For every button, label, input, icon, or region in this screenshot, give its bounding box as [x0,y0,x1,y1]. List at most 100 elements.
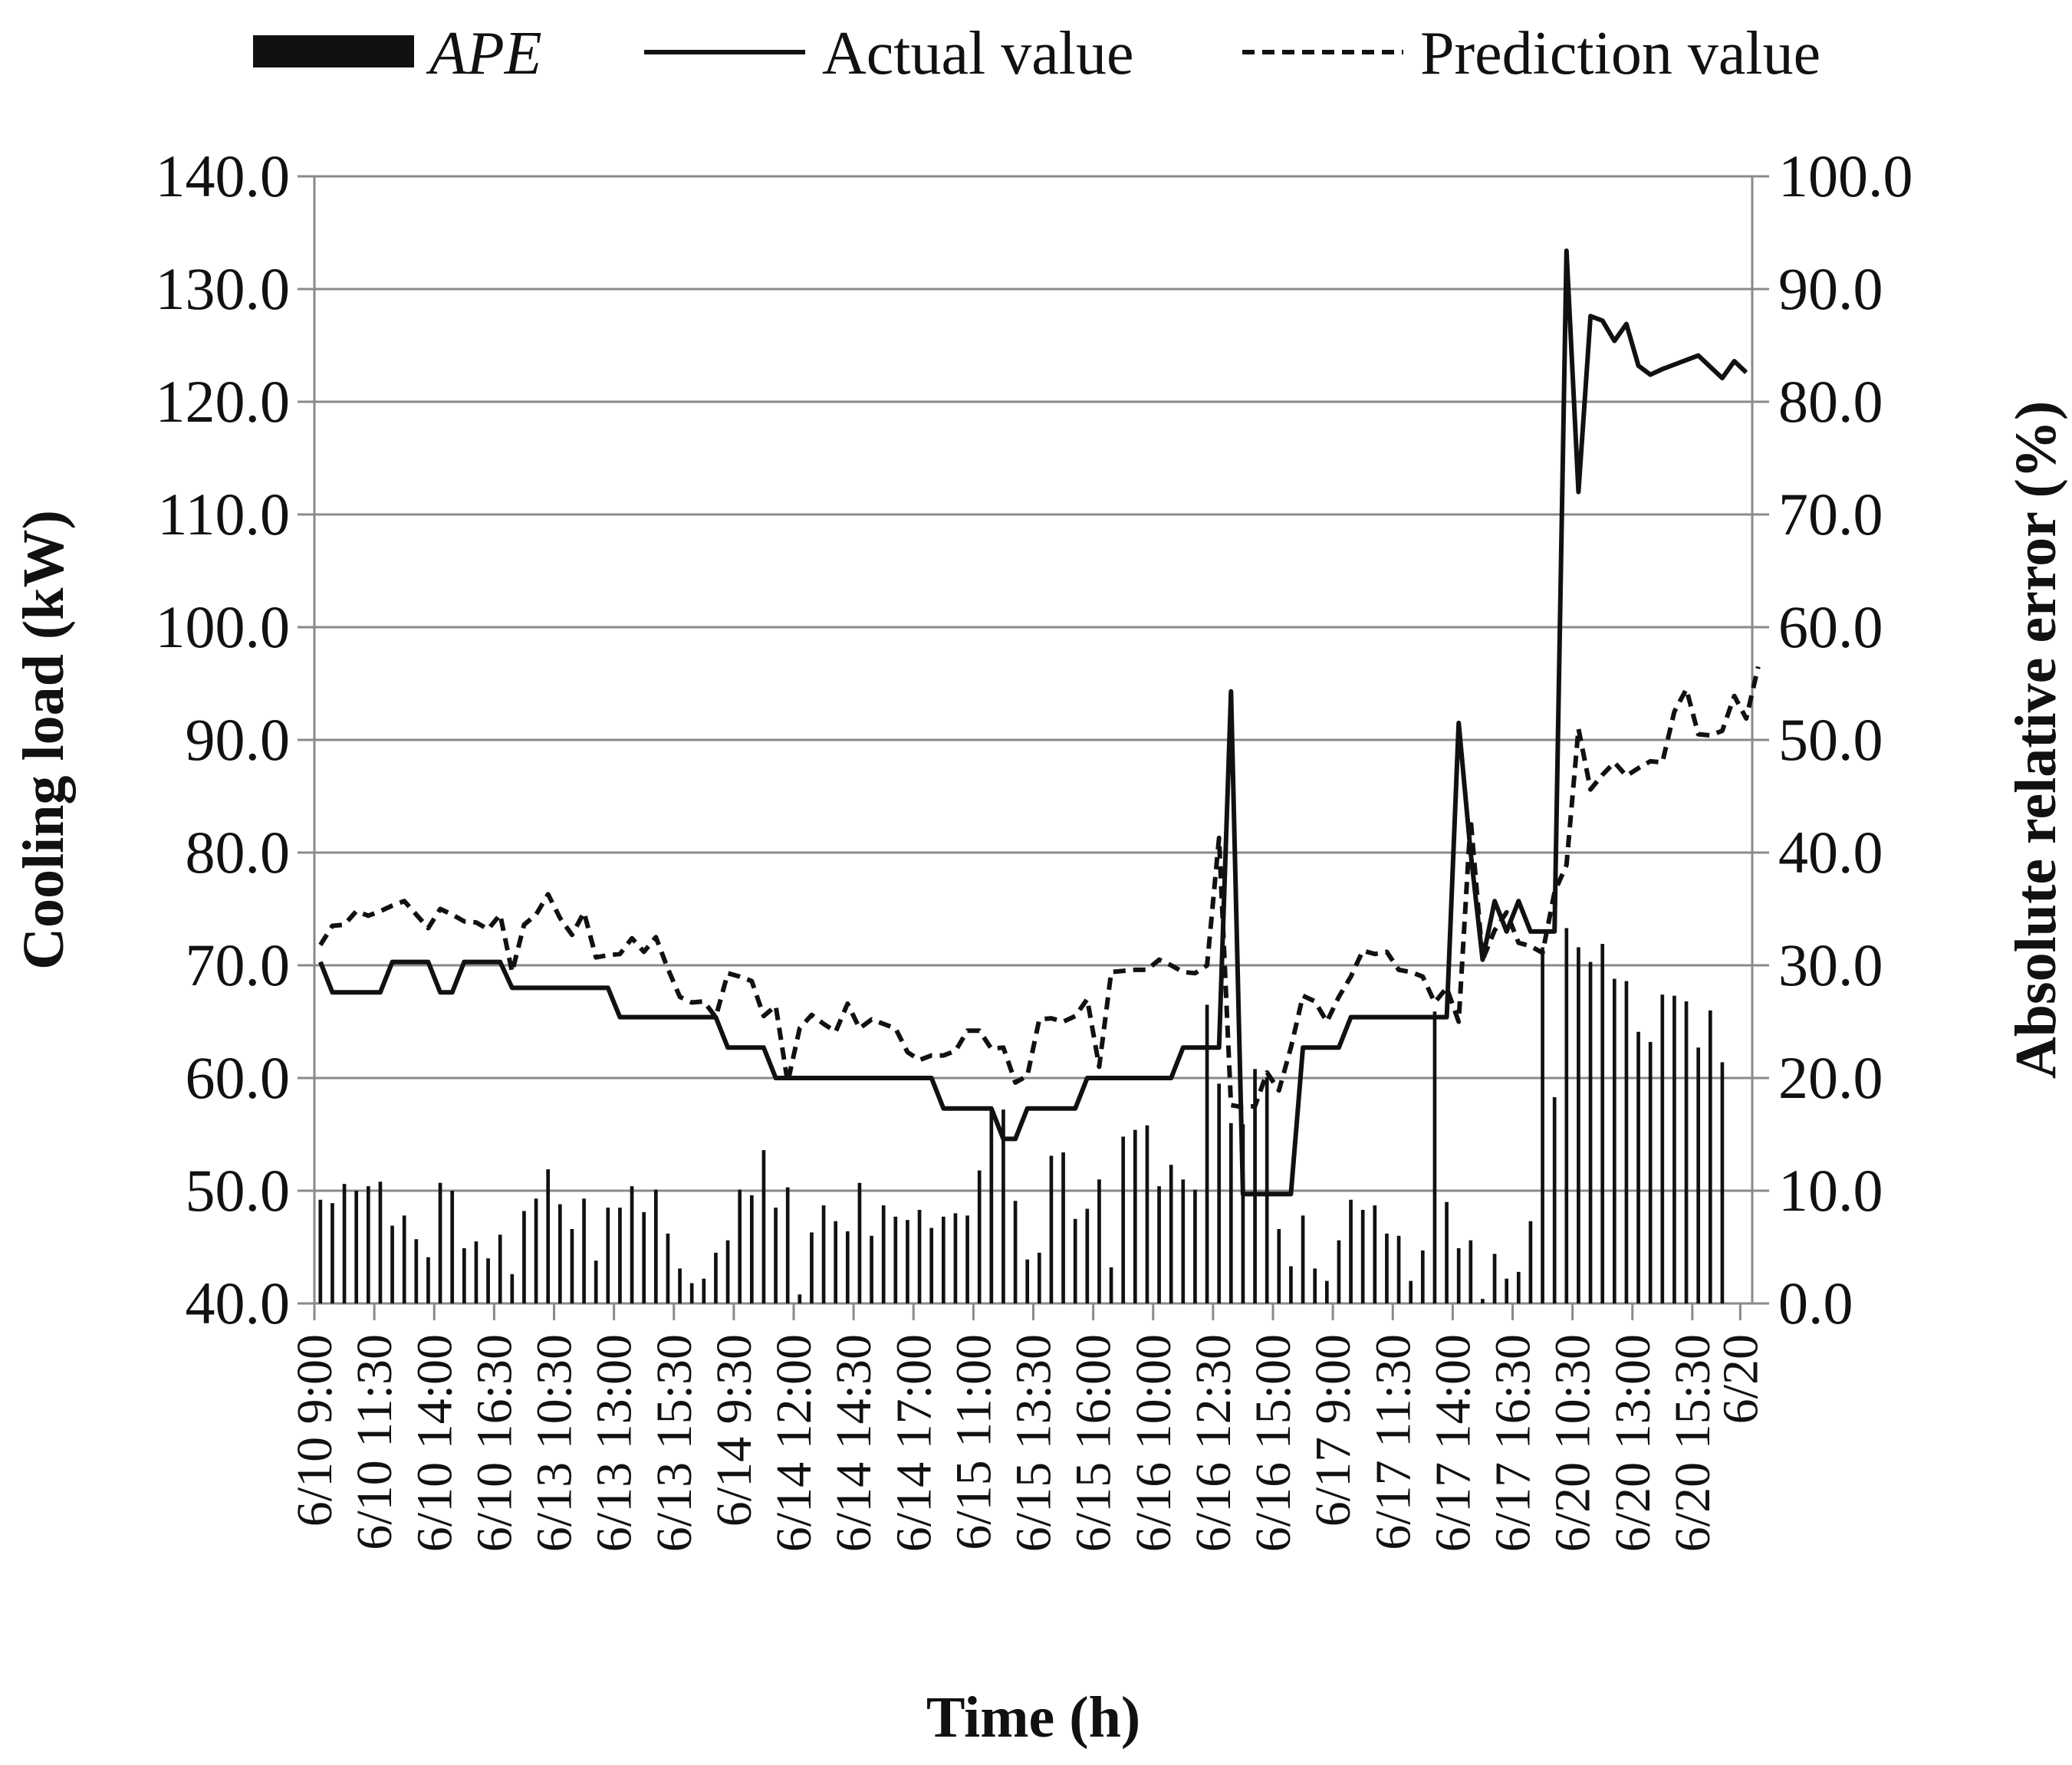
ape-bar [1373,1205,1377,1303]
ape-bar [1528,1221,1533,1303]
ape-bar [725,1240,730,1303]
y-tick-label-right: 80.0 [1778,368,1883,435]
ape-bar [1121,1136,1126,1303]
legend-ape-label: APE [426,20,542,87]
ape-bar [1277,1228,1281,1303]
ape-bar [1720,1062,1725,1303]
x-tick-label: 6/10 9:00 [287,1334,343,1527]
ape-bar [546,1169,551,1303]
ape-bar [1097,1179,1101,1303]
ape-bar [1564,928,1569,1303]
y-tick-label-left: 110.0 [157,481,290,547]
ape-bar [1324,1280,1329,1303]
ape-bar [630,1186,634,1303]
ape-bar [761,1150,766,1303]
y-tick-label-left: 120.0 [156,368,291,435]
ape-bar [857,1182,862,1303]
ape-bar [1049,1155,1054,1303]
ape-bar [1360,1209,1365,1303]
x-tick-label: 6/17 16:30 [1485,1334,1541,1552]
ape-bar [1481,1299,1485,1303]
y-tick-label-right: 50.0 [1778,706,1883,773]
ape-bar [1396,1235,1401,1303]
ape-bar [1265,1076,1269,1303]
ape-bar [1660,994,1665,1303]
ape-bar [1468,1240,1473,1303]
ape-bar [1061,1152,1065,1303]
ape-bar [534,1198,538,1303]
ape-bar [929,1228,934,1303]
ape-bar [821,1205,826,1303]
y-tick-label-right: 10.0 [1778,1157,1883,1224]
ape-bar [378,1182,383,1303]
y-tick-label-right: 100.0 [1778,143,1913,209]
ape-bar [906,1220,909,1303]
ape-bar [557,1204,562,1303]
ape-bar [1073,1218,1077,1303]
ape-bar [1492,1254,1497,1303]
ape-bar [1133,1129,1137,1303]
ape-bar [366,1186,370,1303]
ape-bar [1505,1278,1509,1303]
ape-bar [845,1231,850,1303]
ape-bar [606,1208,610,1303]
ape-bar [1612,978,1616,1303]
ape-bar [738,1189,742,1303]
ape-bar [785,1187,790,1303]
ape-bar [1145,1125,1149,1303]
ape-bar [1385,1233,1389,1303]
ape-bar [498,1234,502,1303]
ape-bar [1193,1189,1197,1303]
ape-bar [1313,1268,1317,1303]
y-tick-label-left: 90.0 [186,706,291,773]
ape-bar [1672,995,1676,1303]
ape-bar [1289,1266,1293,1303]
y-axis-title-left: Cooling load (kW) [12,510,76,970]
ape-bar [1432,1011,1437,1303]
ape-bar [354,1191,359,1303]
ape-bar [749,1195,754,1303]
ape-bar [474,1241,479,1303]
ape-bar [450,1191,455,1303]
ape-bar [653,1189,658,1303]
ape-bar [1708,1010,1712,1303]
ape-bar [1085,1208,1090,1303]
legend-ape-swatch [253,35,414,67]
prediction-value-line [318,666,1761,1110]
ape-bar [1013,1201,1018,1303]
ape-bar [1205,1004,1209,1303]
ape-bar [390,1225,394,1303]
ape-bar [965,1215,969,1303]
ape-bar [1541,947,1544,1303]
x-tick-label: 6/14 12:00 [766,1334,822,1552]
ape-bar [1696,1047,1701,1303]
ape-bar [1445,1201,1449,1303]
ape-bar [798,1294,802,1303]
ape-bar [1228,1122,1233,1303]
x-tick-label: 6/17 9:00 [1305,1334,1361,1527]
x-tick-label: 6/10 11:30 [347,1334,403,1550]
legend-actual-label: Actual value [822,20,1133,87]
x-tick-label: 6/20 10:30 [1545,1334,1601,1552]
x-tick-label: 6/16 15:00 [1245,1334,1301,1552]
y-tick-label-left: 40.0 [186,1270,291,1336]
ape-bar [1516,1271,1521,1303]
legend-prediction-label: Prediction value [1420,20,1820,87]
ape-bar [1636,1031,1640,1303]
ape-bar [1600,944,1605,1303]
ape-bar [1684,1001,1689,1303]
x-tick-label: 6/15 16:00 [1066,1334,1122,1552]
y-tick-label-left: 60.0 [186,1044,291,1111]
ape-bar [1109,1267,1113,1303]
y-tick-label-left: 100.0 [156,593,291,660]
x-tick-label: 6/14 9:30 [706,1334,762,1527]
y-tick-label-right: 40.0 [1778,819,1883,886]
x-tick-label: 6/17 11:30 [1365,1334,1421,1550]
x-tick-label: 6/10 16:30 [466,1334,522,1552]
x-tick-label: 6/14 17:00 [886,1334,942,1552]
ape-bar [582,1198,586,1303]
y-tick-label-right: 0.0 [1778,1270,1853,1336]
ape-bar [1577,947,1580,1303]
ape-bar [1169,1165,1173,1303]
